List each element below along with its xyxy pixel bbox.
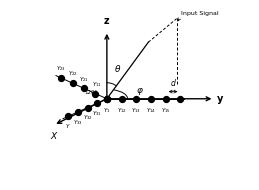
- Text: d: d: [171, 79, 176, 88]
- Point: [105, 97, 109, 100]
- Point: [105, 97, 109, 100]
- Text: X: X: [51, 132, 57, 141]
- Point: [66, 115, 70, 118]
- Point: [82, 87, 86, 90]
- Text: $Y_{32}$: $Y_{32}$: [83, 114, 92, 123]
- Text: $Y_{13}$: $Y_{13}$: [131, 106, 141, 115]
- Text: θ: θ: [114, 65, 120, 74]
- Text: $Y_{12}$: $Y_{12}$: [117, 106, 127, 115]
- Point: [149, 97, 153, 100]
- Text: y: y: [217, 94, 224, 104]
- Text: $Y$: $Y$: [65, 122, 71, 130]
- Text: $Y_1$: $Y_1$: [103, 106, 111, 115]
- Text: $Y_{22}$: $Y_{22}$: [68, 70, 77, 78]
- Point: [93, 92, 97, 95]
- Text: φ: φ: [137, 86, 143, 95]
- Text: 120°: 120°: [84, 90, 97, 95]
- Text: z: z: [104, 16, 110, 26]
- Point: [164, 97, 168, 100]
- Point: [105, 97, 109, 100]
- Text: $Y_{33}$: $Y_{33}$: [73, 118, 83, 127]
- Point: [95, 102, 99, 105]
- Point: [76, 110, 80, 113]
- Text: $Y_{14}$: $Y_{14}$: [146, 106, 156, 115]
- Point: [178, 97, 183, 100]
- Text: $Y_{23}$: $Y_{23}$: [56, 64, 66, 73]
- Text: $Y_{31}$: $Y_{31}$: [92, 109, 102, 118]
- Text: $Y_{21}$: $Y_{21}$: [79, 75, 89, 84]
- Text: $Y_{11}$: $Y_{11}$: [92, 80, 102, 89]
- Point: [85, 106, 90, 109]
- Text: Input Signal: Input Signal: [181, 11, 219, 16]
- Point: [134, 97, 138, 100]
- Point: [70, 82, 75, 85]
- Point: [119, 97, 124, 100]
- Text: $Y_{15}$: $Y_{15}$: [161, 106, 171, 115]
- Point: [59, 76, 63, 79]
